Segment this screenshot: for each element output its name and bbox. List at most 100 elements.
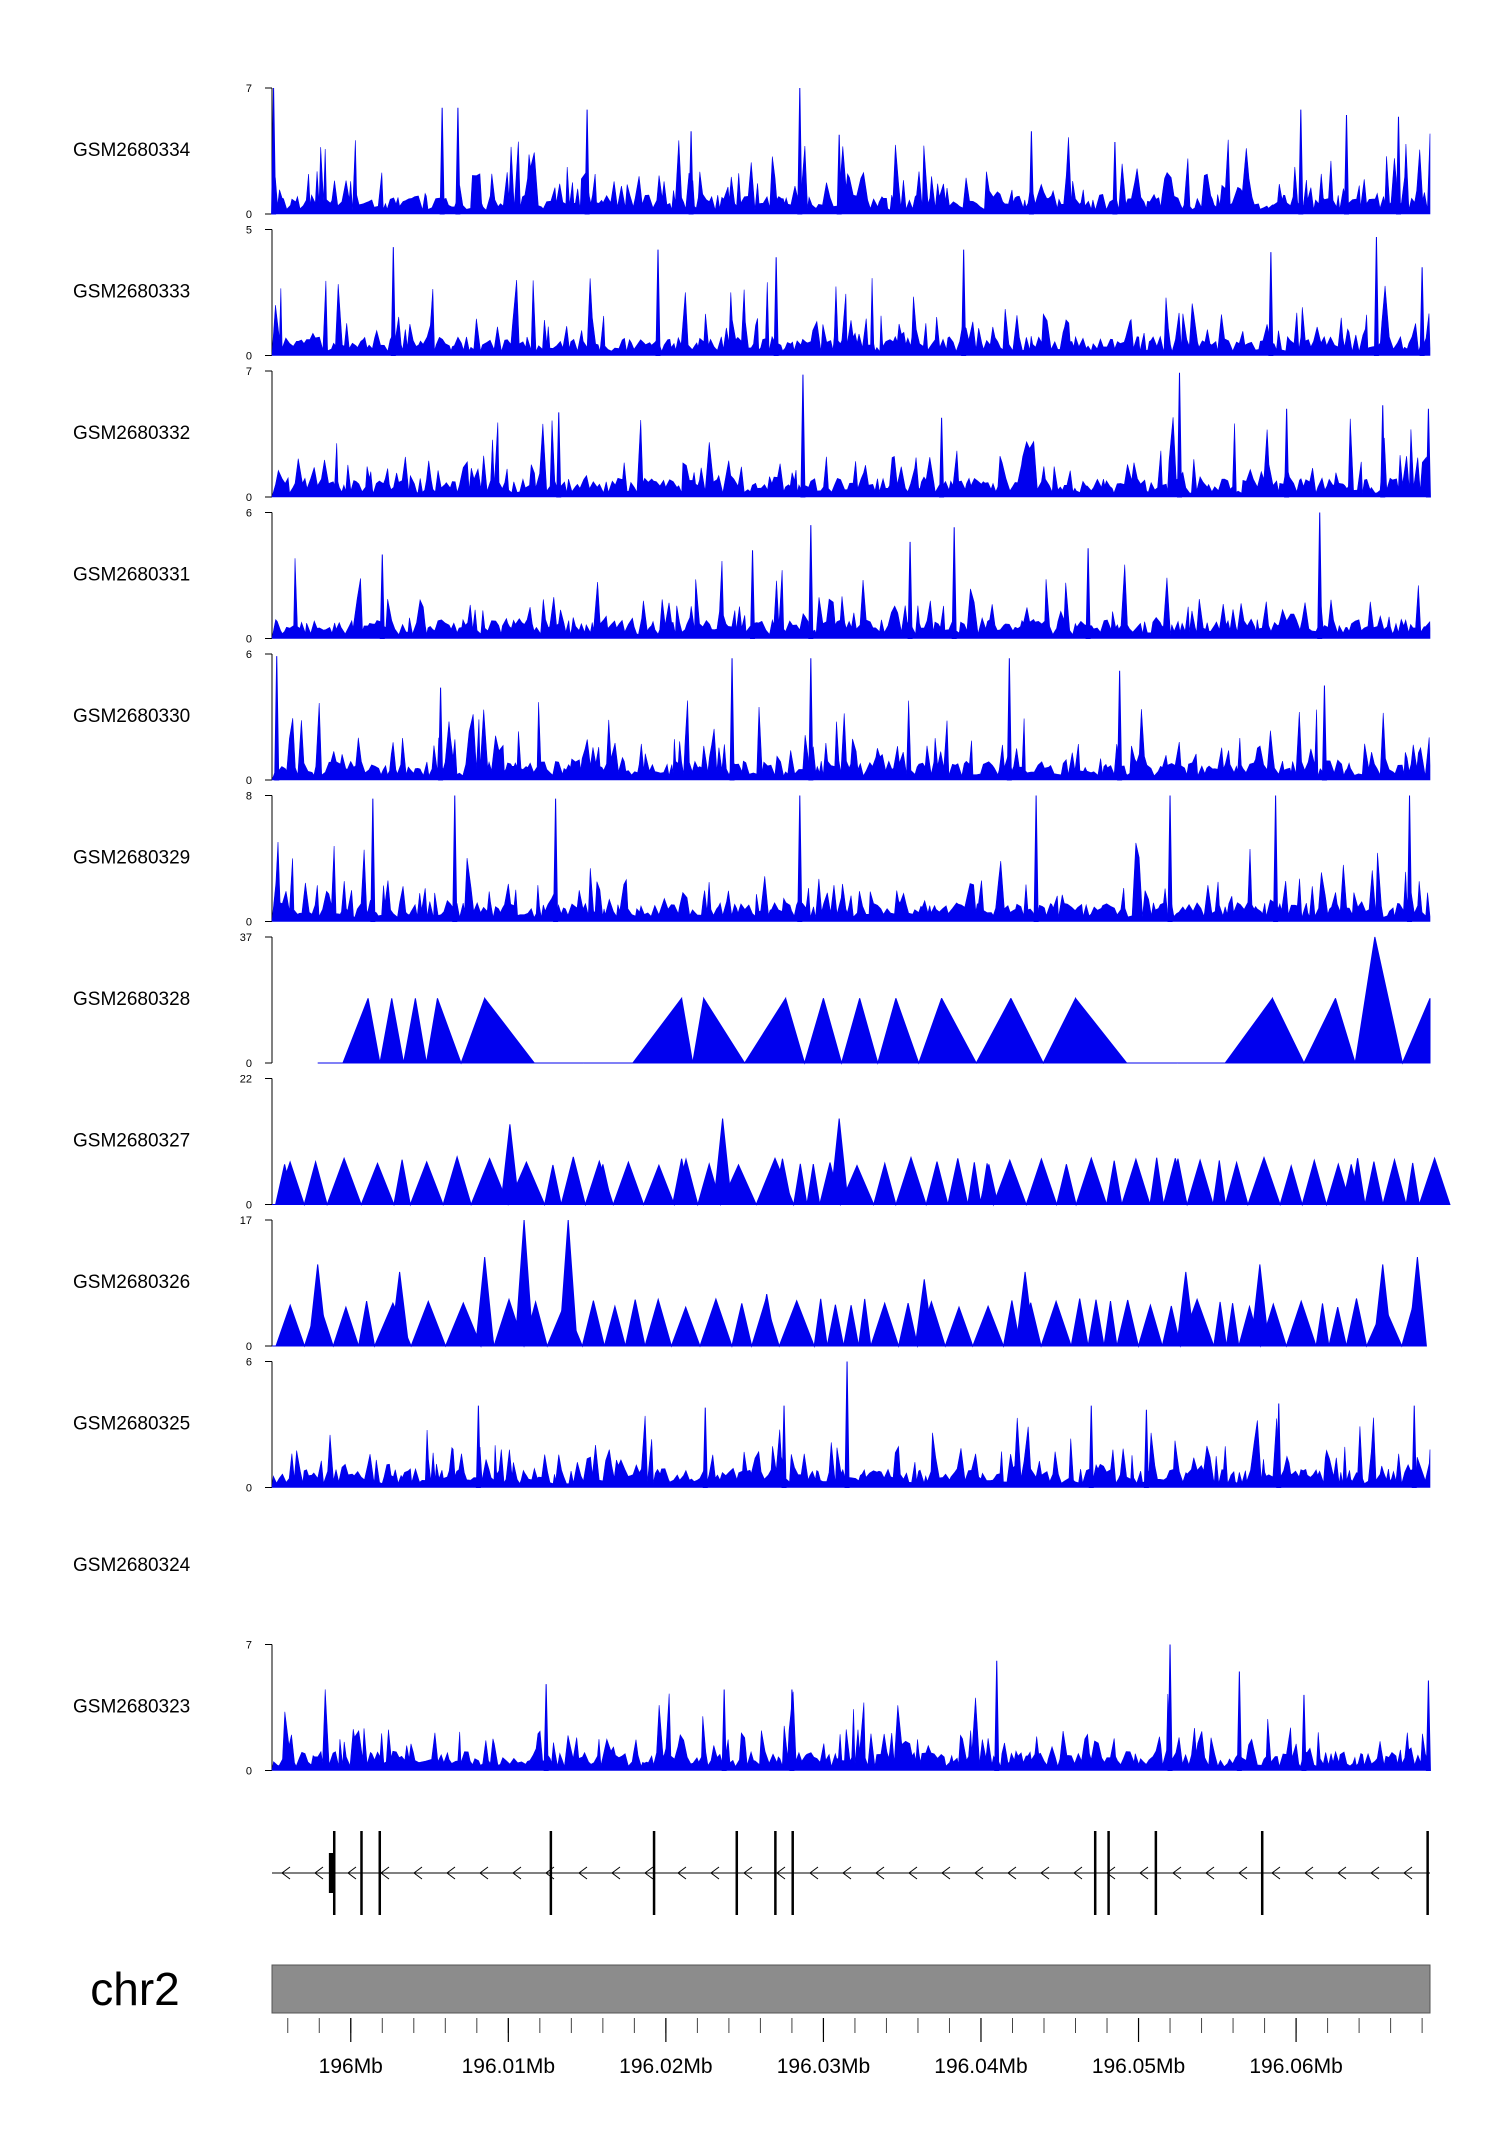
track-label: GSM2680324 xyxy=(73,1555,191,1576)
coverage-peak xyxy=(1006,658,1012,781)
coverage-peak xyxy=(797,87,803,215)
chromosome-axis: chr2 196Mb 196.01Mb 196.02Mb 196.03Mb 196.04… xyxy=(90,1963,1431,2078)
coverage-peak xyxy=(1395,116,1402,215)
strand-arrow xyxy=(611,1866,621,1880)
coverage-peak xyxy=(553,798,559,922)
coverage-area xyxy=(271,133,1431,215)
track: GSM2680329 8 0 xyxy=(73,791,1431,929)
strand-arrow xyxy=(413,1866,423,1880)
strand-arrow xyxy=(1139,1866,1149,1880)
y-min-label: 0 xyxy=(246,1483,252,1495)
y-max-label: 37 xyxy=(240,932,252,944)
coverage-peak xyxy=(1343,114,1350,215)
coverage-peak xyxy=(1373,1264,1393,1347)
track: GSM2680325 6 0 xyxy=(73,1357,1431,1495)
coverage-peak xyxy=(1419,267,1425,356)
x-tick-label: 196.03Mb xyxy=(777,2055,870,2078)
strand-arrow xyxy=(677,1866,687,1880)
coverage-peak xyxy=(543,1684,549,1771)
coverage-peak xyxy=(781,1405,787,1488)
strand-arrow xyxy=(710,1866,720,1880)
track: GSM2680323 7 0 xyxy=(73,1640,1431,1778)
y-min-label: 0 xyxy=(246,351,252,363)
coverage-peak xyxy=(907,541,913,639)
strand-arrow xyxy=(908,1866,918,1880)
coverage-peak xyxy=(800,374,806,498)
y-min-label: 0 xyxy=(246,775,252,787)
coverage-peak xyxy=(370,798,376,922)
strand-arrow xyxy=(1106,1866,1116,1880)
coverage-peak xyxy=(808,525,814,639)
coverage-peak xyxy=(672,1158,692,1205)
coverage-peak xyxy=(274,656,280,781)
strand-arrow xyxy=(1271,1866,1281,1880)
y-min-label: 0 xyxy=(246,209,252,221)
strand-arrow xyxy=(644,1866,654,1880)
y-min-label: 0 xyxy=(246,1341,252,1353)
x-tick-label: 196.06Mb xyxy=(1249,2055,1342,2078)
coverage-peak xyxy=(1276,1403,1282,1488)
y-max-label: 17 xyxy=(240,1215,252,1227)
coverage-peak xyxy=(390,247,396,356)
strand-arrow xyxy=(1304,1866,1314,1880)
y-max-label: 7 xyxy=(246,366,252,378)
coverage-peak xyxy=(1373,237,1379,356)
y-min-label: 0 xyxy=(246,1058,252,1070)
coverage-peak xyxy=(1112,141,1118,215)
track: GSM2680334 7 0 xyxy=(73,83,1431,221)
coverage-peak xyxy=(1168,1158,1188,1205)
coverage-area xyxy=(271,278,1431,356)
coverage-peak xyxy=(1317,512,1323,639)
strand-arrow xyxy=(1337,1866,1347,1880)
coverage-area xyxy=(271,700,1431,781)
utr-block xyxy=(328,1853,335,1893)
coverage-peak xyxy=(1341,1164,1361,1205)
strand-arrow xyxy=(281,1866,291,1880)
strand-arrow xyxy=(1040,1866,1050,1880)
coverage-peak xyxy=(1167,1644,1173,1771)
x-tick-label: 196.02Mb xyxy=(619,2055,712,2078)
strand-arrow xyxy=(578,1866,588,1880)
coverage-peak xyxy=(961,249,967,356)
coverage-peak xyxy=(1407,795,1413,922)
strand-arrow xyxy=(974,1866,984,1880)
coverage-peak xyxy=(308,1264,328,1347)
y-max-label: 7 xyxy=(246,1640,252,1652)
coverage-peak xyxy=(1028,131,1034,215)
strand-arrow xyxy=(941,1866,951,1880)
coverage-peak xyxy=(789,1689,795,1771)
coverage-area xyxy=(271,417,1431,498)
track-label: GSM2680331 xyxy=(73,565,190,586)
strand-arrow xyxy=(1370,1866,1380,1880)
coverage-peak xyxy=(390,1271,410,1347)
track: GSM2680328 37 0 xyxy=(73,932,1431,1070)
coverage-peak xyxy=(1321,685,1327,781)
coverage-peak xyxy=(1167,795,1173,922)
y-min-label: 0 xyxy=(246,917,252,929)
coverage-peak xyxy=(1250,1264,1270,1347)
coverage-peak xyxy=(1176,372,1183,498)
track: GSM2680332 7 0 xyxy=(73,366,1431,504)
y-max-label: 6 xyxy=(246,508,252,520)
coverage-peak xyxy=(1268,252,1274,356)
coverage-peak xyxy=(1301,1694,1307,1771)
coverage-peak xyxy=(979,1164,999,1205)
coverage-peak xyxy=(655,249,661,356)
y-min-label: 0 xyxy=(246,634,252,646)
coverage-area xyxy=(272,1155,1451,1207)
coverage-area xyxy=(317,936,1431,1065)
y-min-label: 0 xyxy=(246,1200,252,1212)
track-label: GSM2680328 xyxy=(73,989,190,1010)
strand-arrow xyxy=(1172,1866,1182,1880)
coverage-peak xyxy=(558,1219,578,1347)
coverage-peak xyxy=(773,257,779,356)
y-max-label: 7 xyxy=(246,83,252,95)
coverage-peak xyxy=(994,1660,1000,1771)
x-tick-label: 196.04Mb xyxy=(934,2055,1027,2078)
track-label: GSM2680326 xyxy=(73,1272,190,1293)
track: GSM2680324 xyxy=(73,1555,191,1576)
coverage-peak xyxy=(750,550,756,639)
strand-arrow xyxy=(446,1866,456,1880)
coverage-peak xyxy=(438,687,444,781)
y-max-label: 6 xyxy=(246,1357,252,1369)
